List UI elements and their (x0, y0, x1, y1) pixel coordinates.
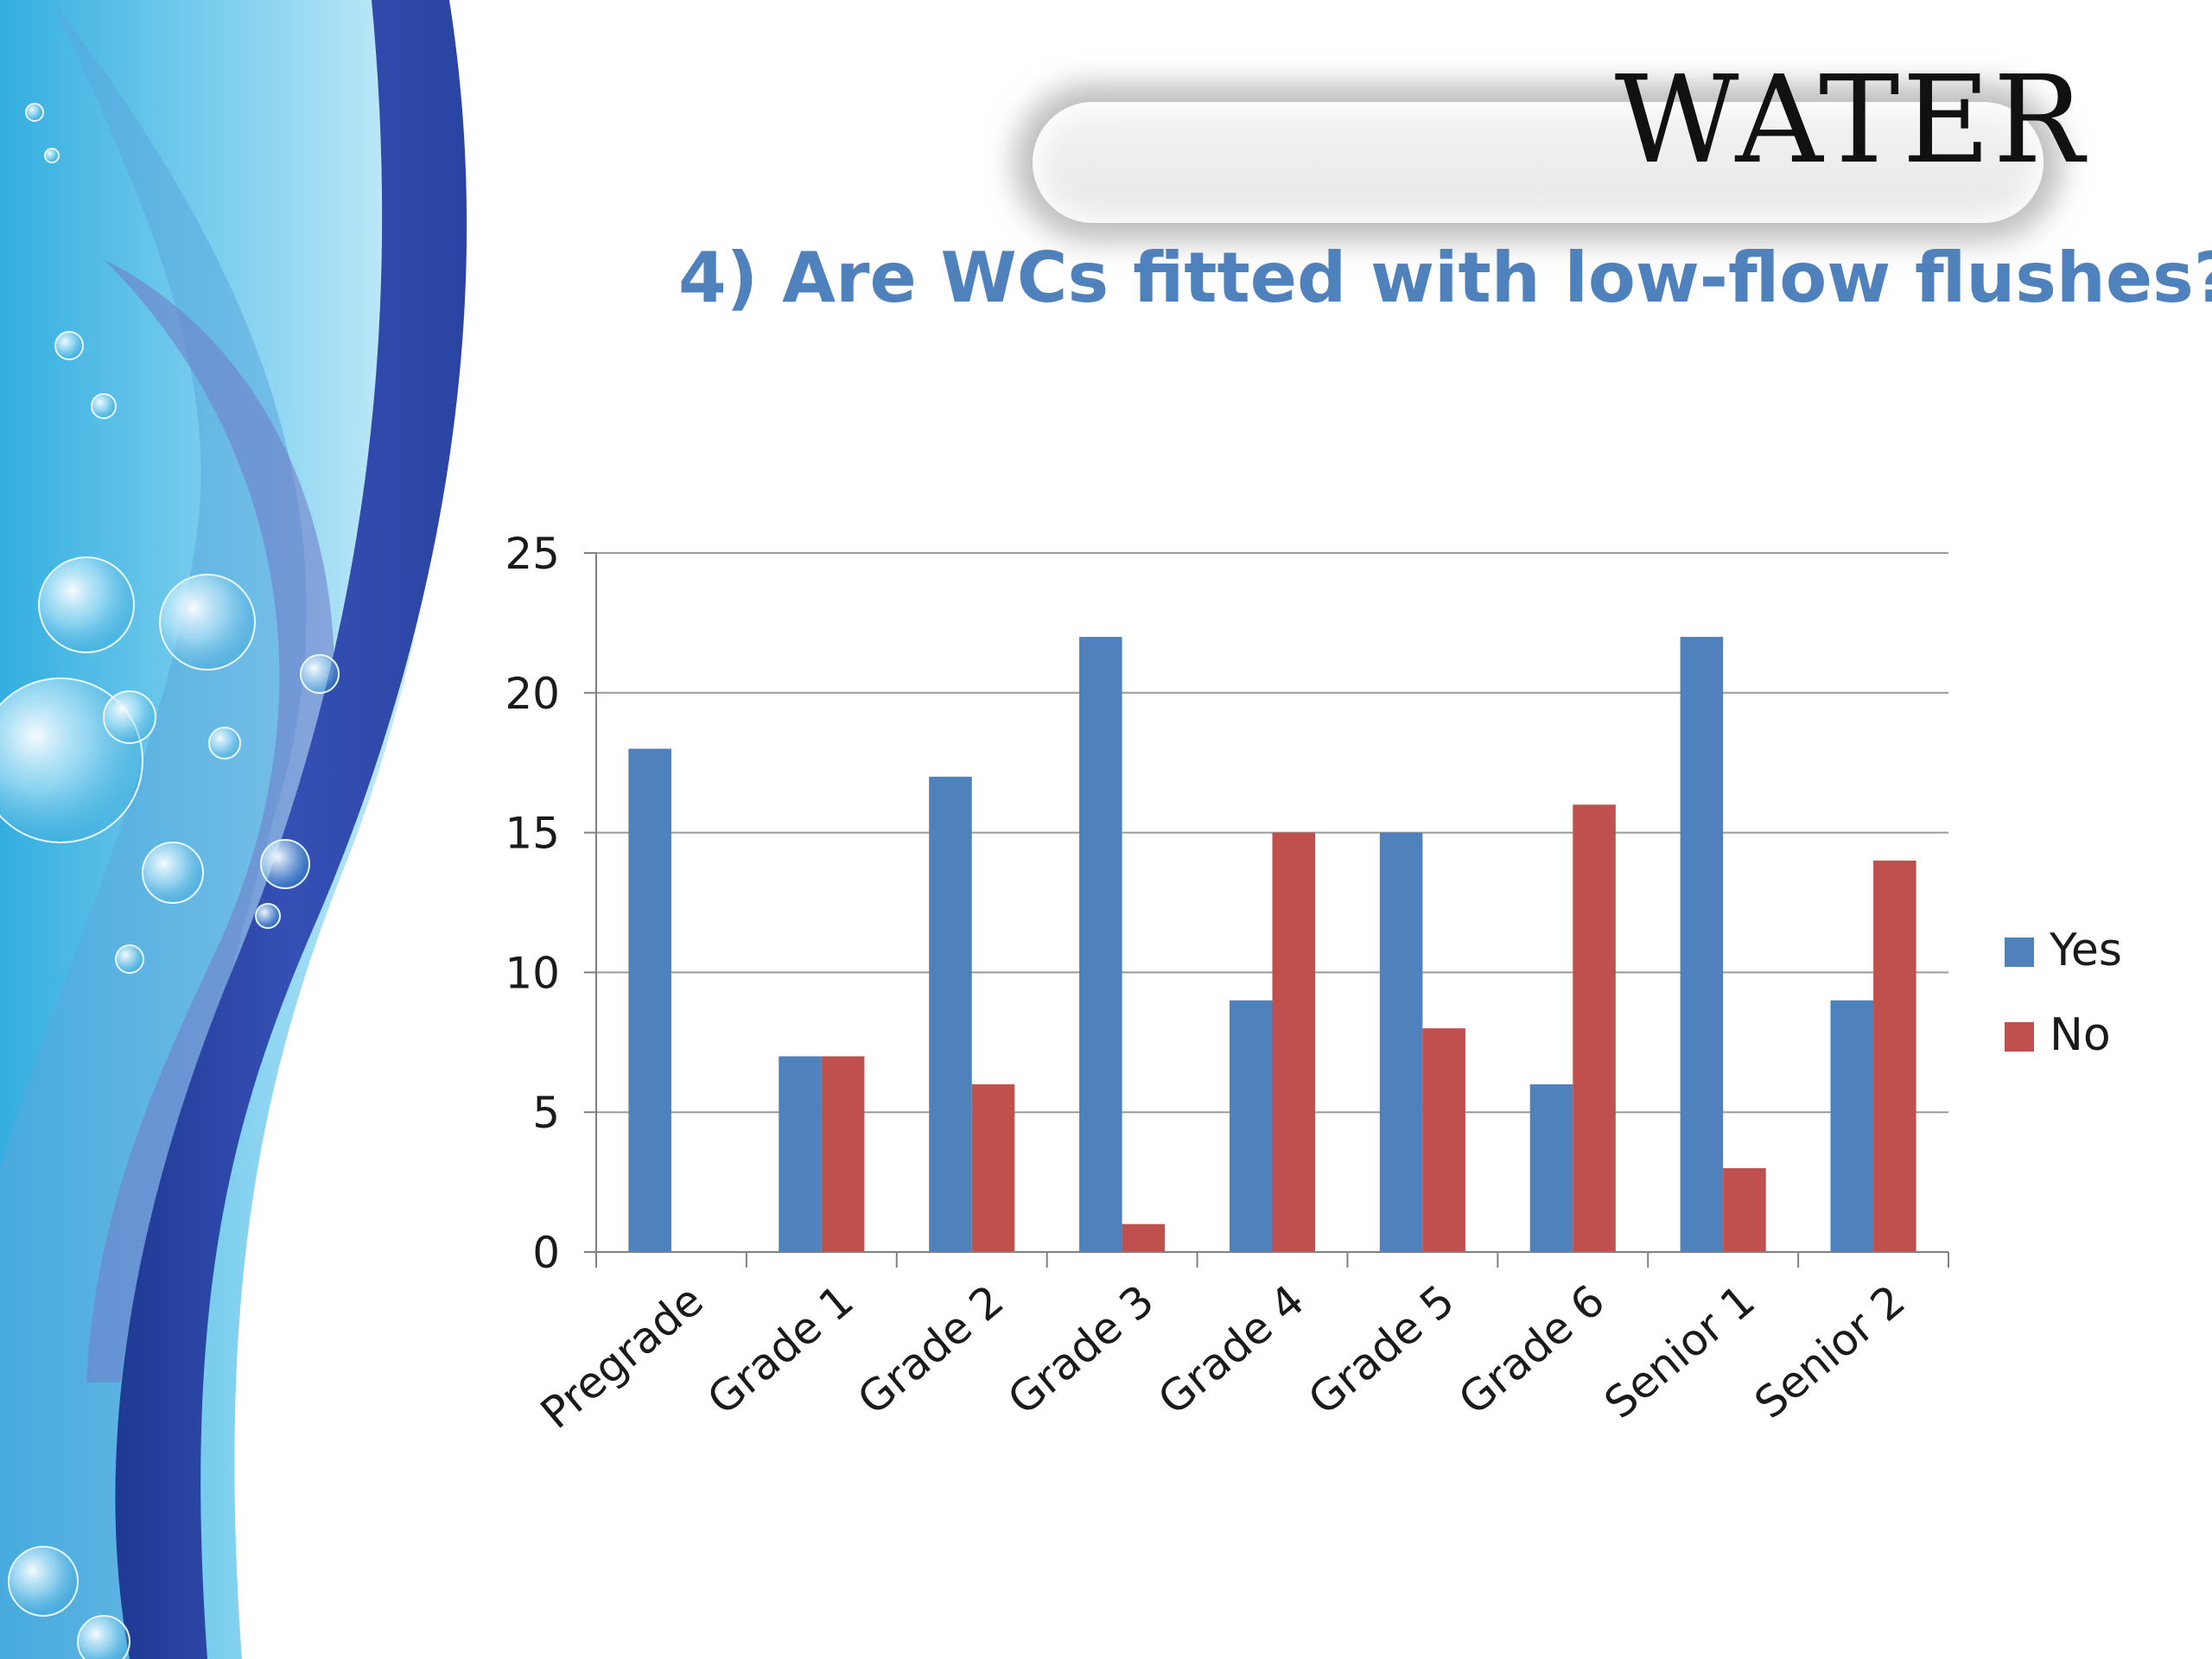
bar-yes-grade-1 (779, 1056, 822, 1252)
water-background-art (0, 0, 467, 1659)
question-heading: 4) Are WCs fitted with low-flow flushes? (678, 238, 2212, 318)
legend-label-no: No (2050, 1009, 2111, 1061)
y-tick-label: 10 (505, 948, 560, 998)
axes (595, 553, 1949, 1268)
x-tick-label: Grade 4 (1149, 1275, 1314, 1425)
bar-no-grade-5 (1422, 1028, 1465, 1252)
x-tick-label: Pregrade (531, 1275, 713, 1439)
legend: Yes No (2005, 925, 2122, 1061)
bar-yes-grade-4 (1229, 1000, 1273, 1252)
bar-yes-senior-1 (1680, 637, 1724, 1252)
bars (628, 637, 1916, 1252)
bar-no-grade-6 (1573, 804, 1616, 1252)
x-tick-label: Grade 3 (999, 1275, 1164, 1425)
y-tick-label: 5 (532, 1088, 560, 1138)
y-tick-label: 20 (505, 669, 560, 719)
x-tick-label: Grade 2 (849, 1275, 1014, 1425)
bar-yes-pregrade (628, 748, 671, 1252)
bar-no-grade-3 (1122, 1224, 1166, 1252)
bar-yes-senior-2 (1830, 1000, 1874, 1252)
y-tick-label: 15 (505, 809, 560, 859)
bar-yes-grade-3 (1079, 637, 1122, 1252)
legend-swatch-no (2005, 1022, 2034, 1052)
legend-swatch-yes (2005, 938, 2034, 967)
x-tick-label: Senior 2 (1745, 1275, 1915, 1428)
bar-no-grade-2 (971, 1084, 1015, 1252)
y-tick-label: 0 (532, 1228, 560, 1278)
x-tick-label: Grade 6 (1449, 1275, 1614, 1425)
y-axis-tick-labels: 0 5 10 15 20 25 (505, 529, 560, 1278)
slide-title: WATER (1614, 50, 2087, 191)
bar-no-senior-1 (1723, 1167, 1766, 1252)
legend-label-yes: Yes (2049, 925, 2122, 976)
bar-yes-grade-2 (929, 776, 972, 1252)
x-tick-label: Grade 1 (698, 1275, 863, 1425)
bar-no-grade-1 (821, 1056, 865, 1252)
title-banner (1033, 102, 2044, 223)
bar-yes-grade-5 (1379, 832, 1423, 1252)
x-tick-label: Grade 5 (1299, 1275, 1464, 1425)
y-tick-label: 25 (505, 529, 560, 579)
bar-yes-grade-6 (1529, 1084, 1573, 1252)
x-tick-label: Senior 1 (1595, 1275, 1764, 1428)
bar-no-senior-2 (1873, 860, 1916, 1252)
bar-no-grade-4 (1272, 832, 1316, 1252)
